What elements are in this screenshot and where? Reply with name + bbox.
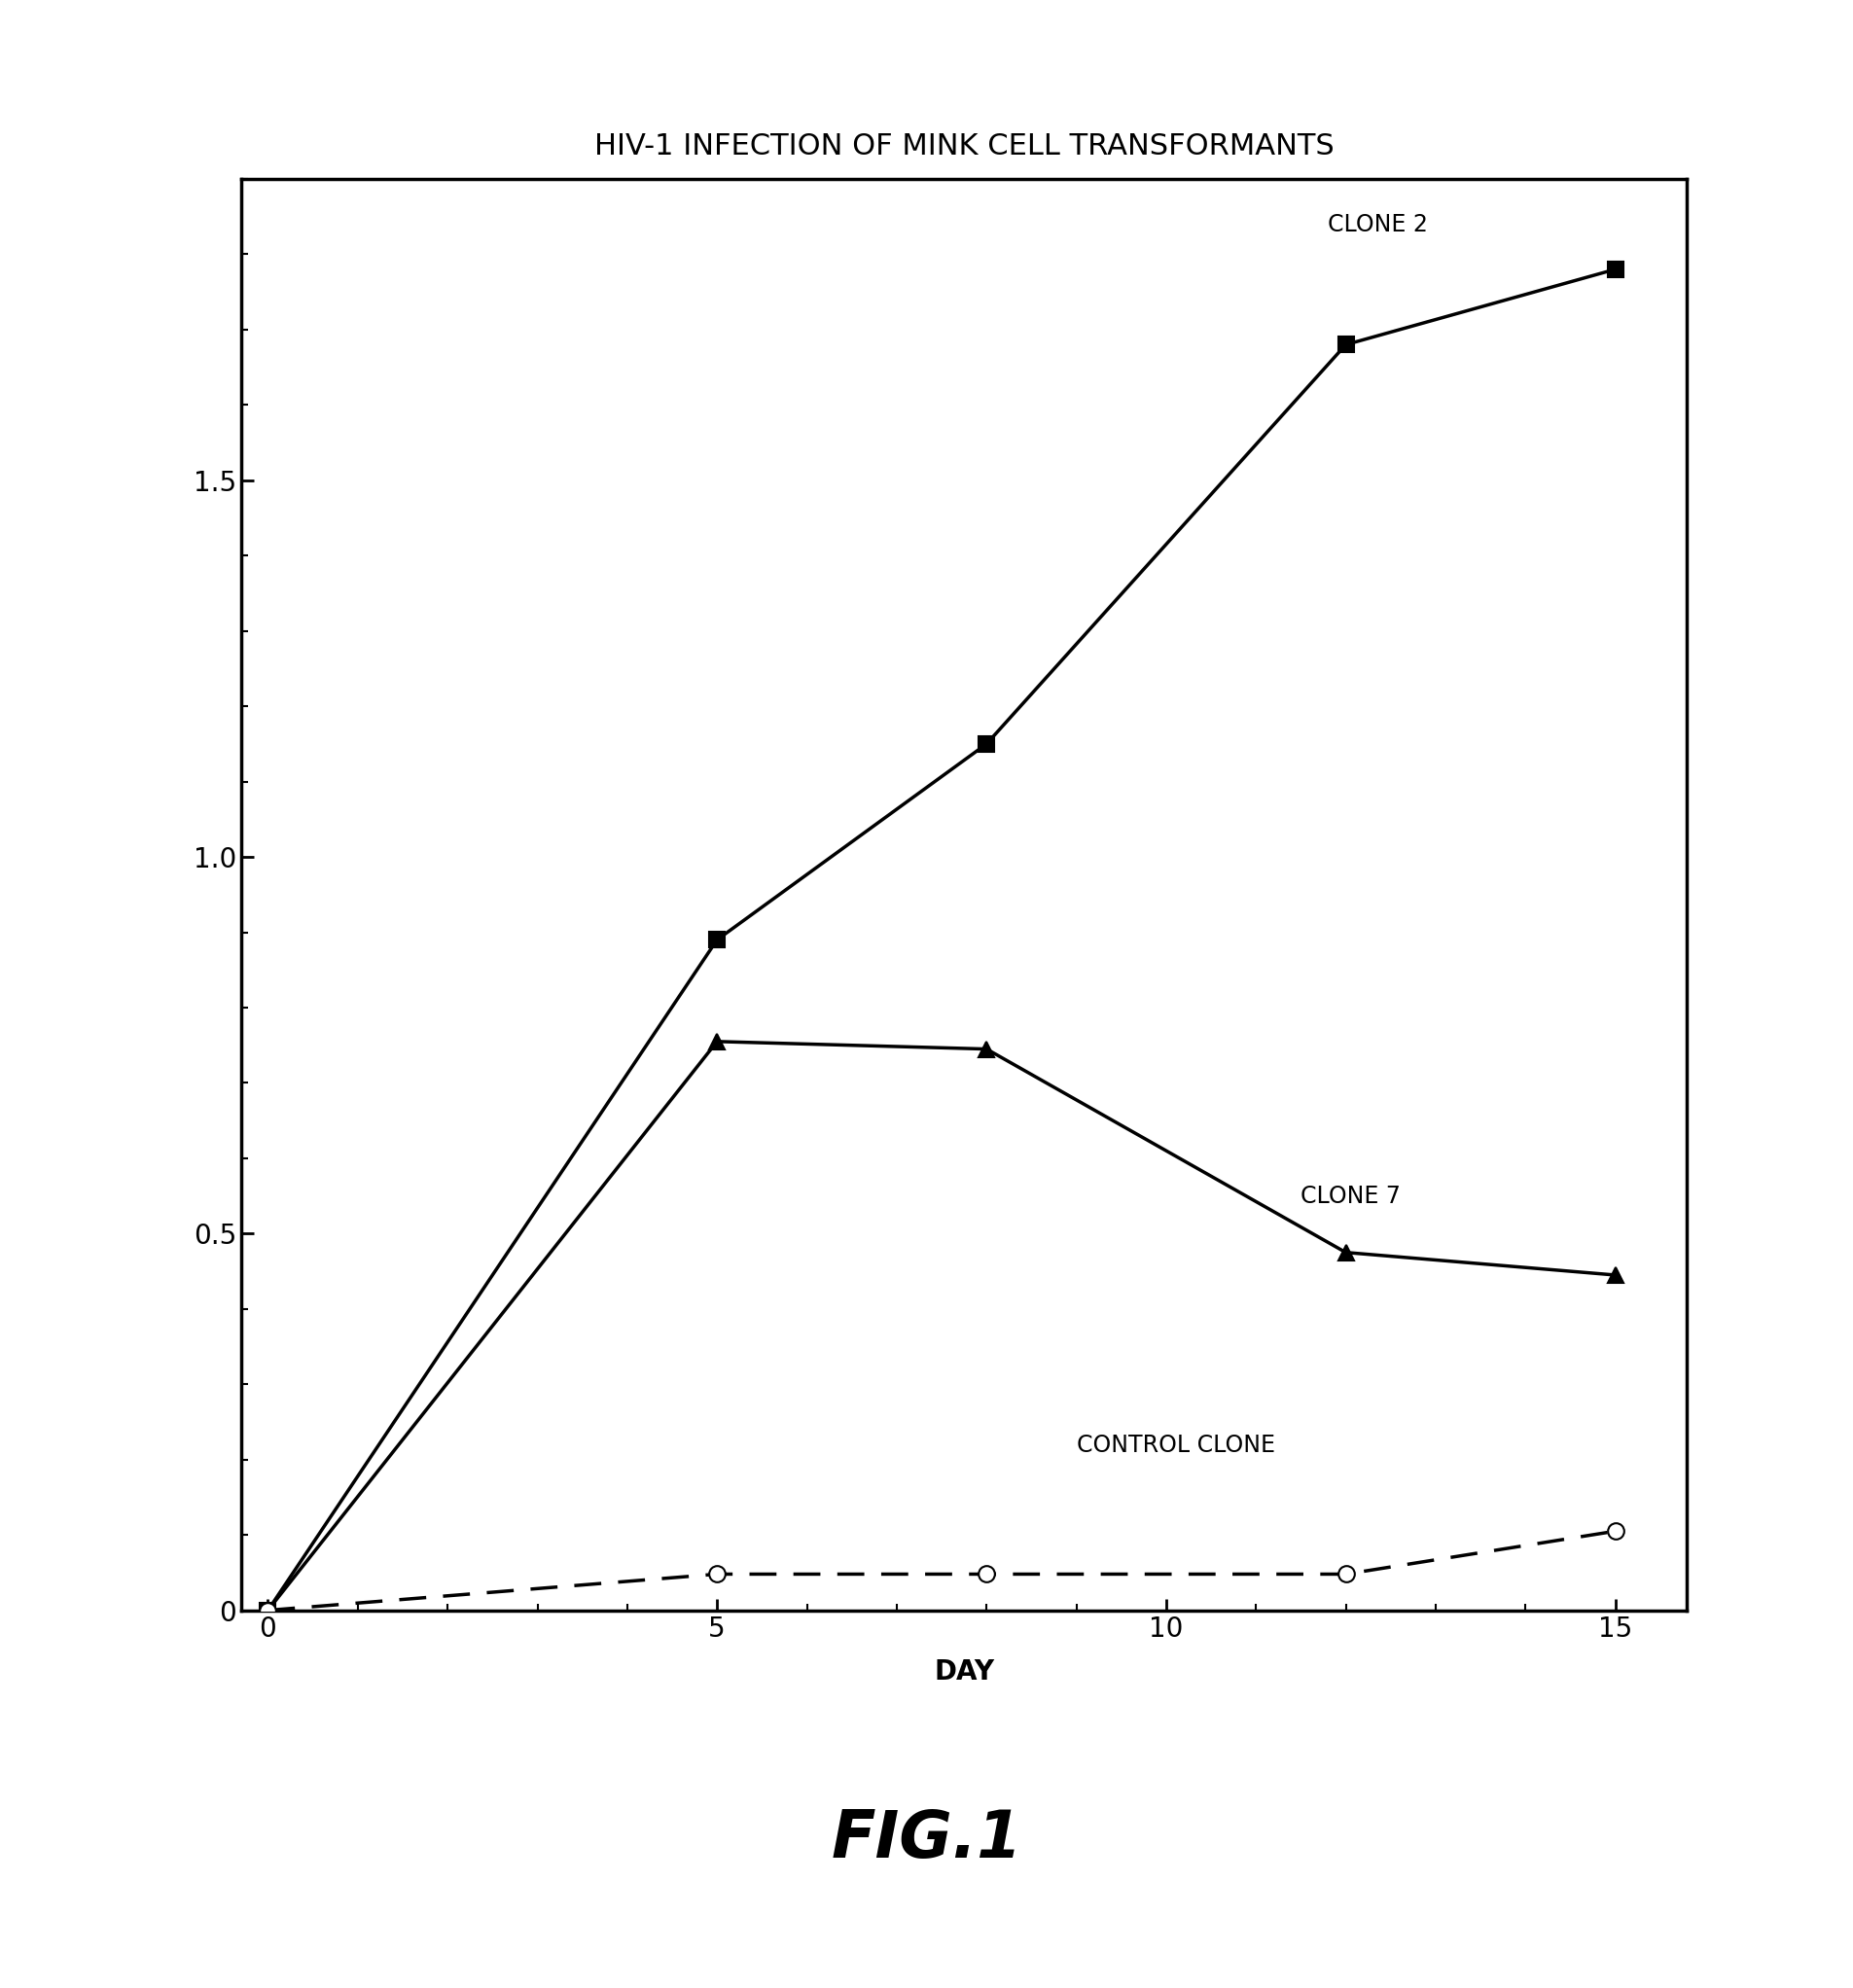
Text: CLONE 2: CLONE 2 — [1327, 213, 1427, 237]
Text: FIG.1: FIG.1 — [830, 1807, 1023, 1871]
Title: HIV-1 INFECTION OF MINK CELL TRANSFORMANTS: HIV-1 INFECTION OF MINK CELL TRANSFORMAN… — [593, 133, 1334, 161]
X-axis label: DAY: DAY — [934, 1658, 993, 1686]
Text: CLONE 7: CLONE 7 — [1301, 1185, 1401, 1209]
Text: CONTROL CLONE: CONTROL CLONE — [1077, 1433, 1275, 1457]
